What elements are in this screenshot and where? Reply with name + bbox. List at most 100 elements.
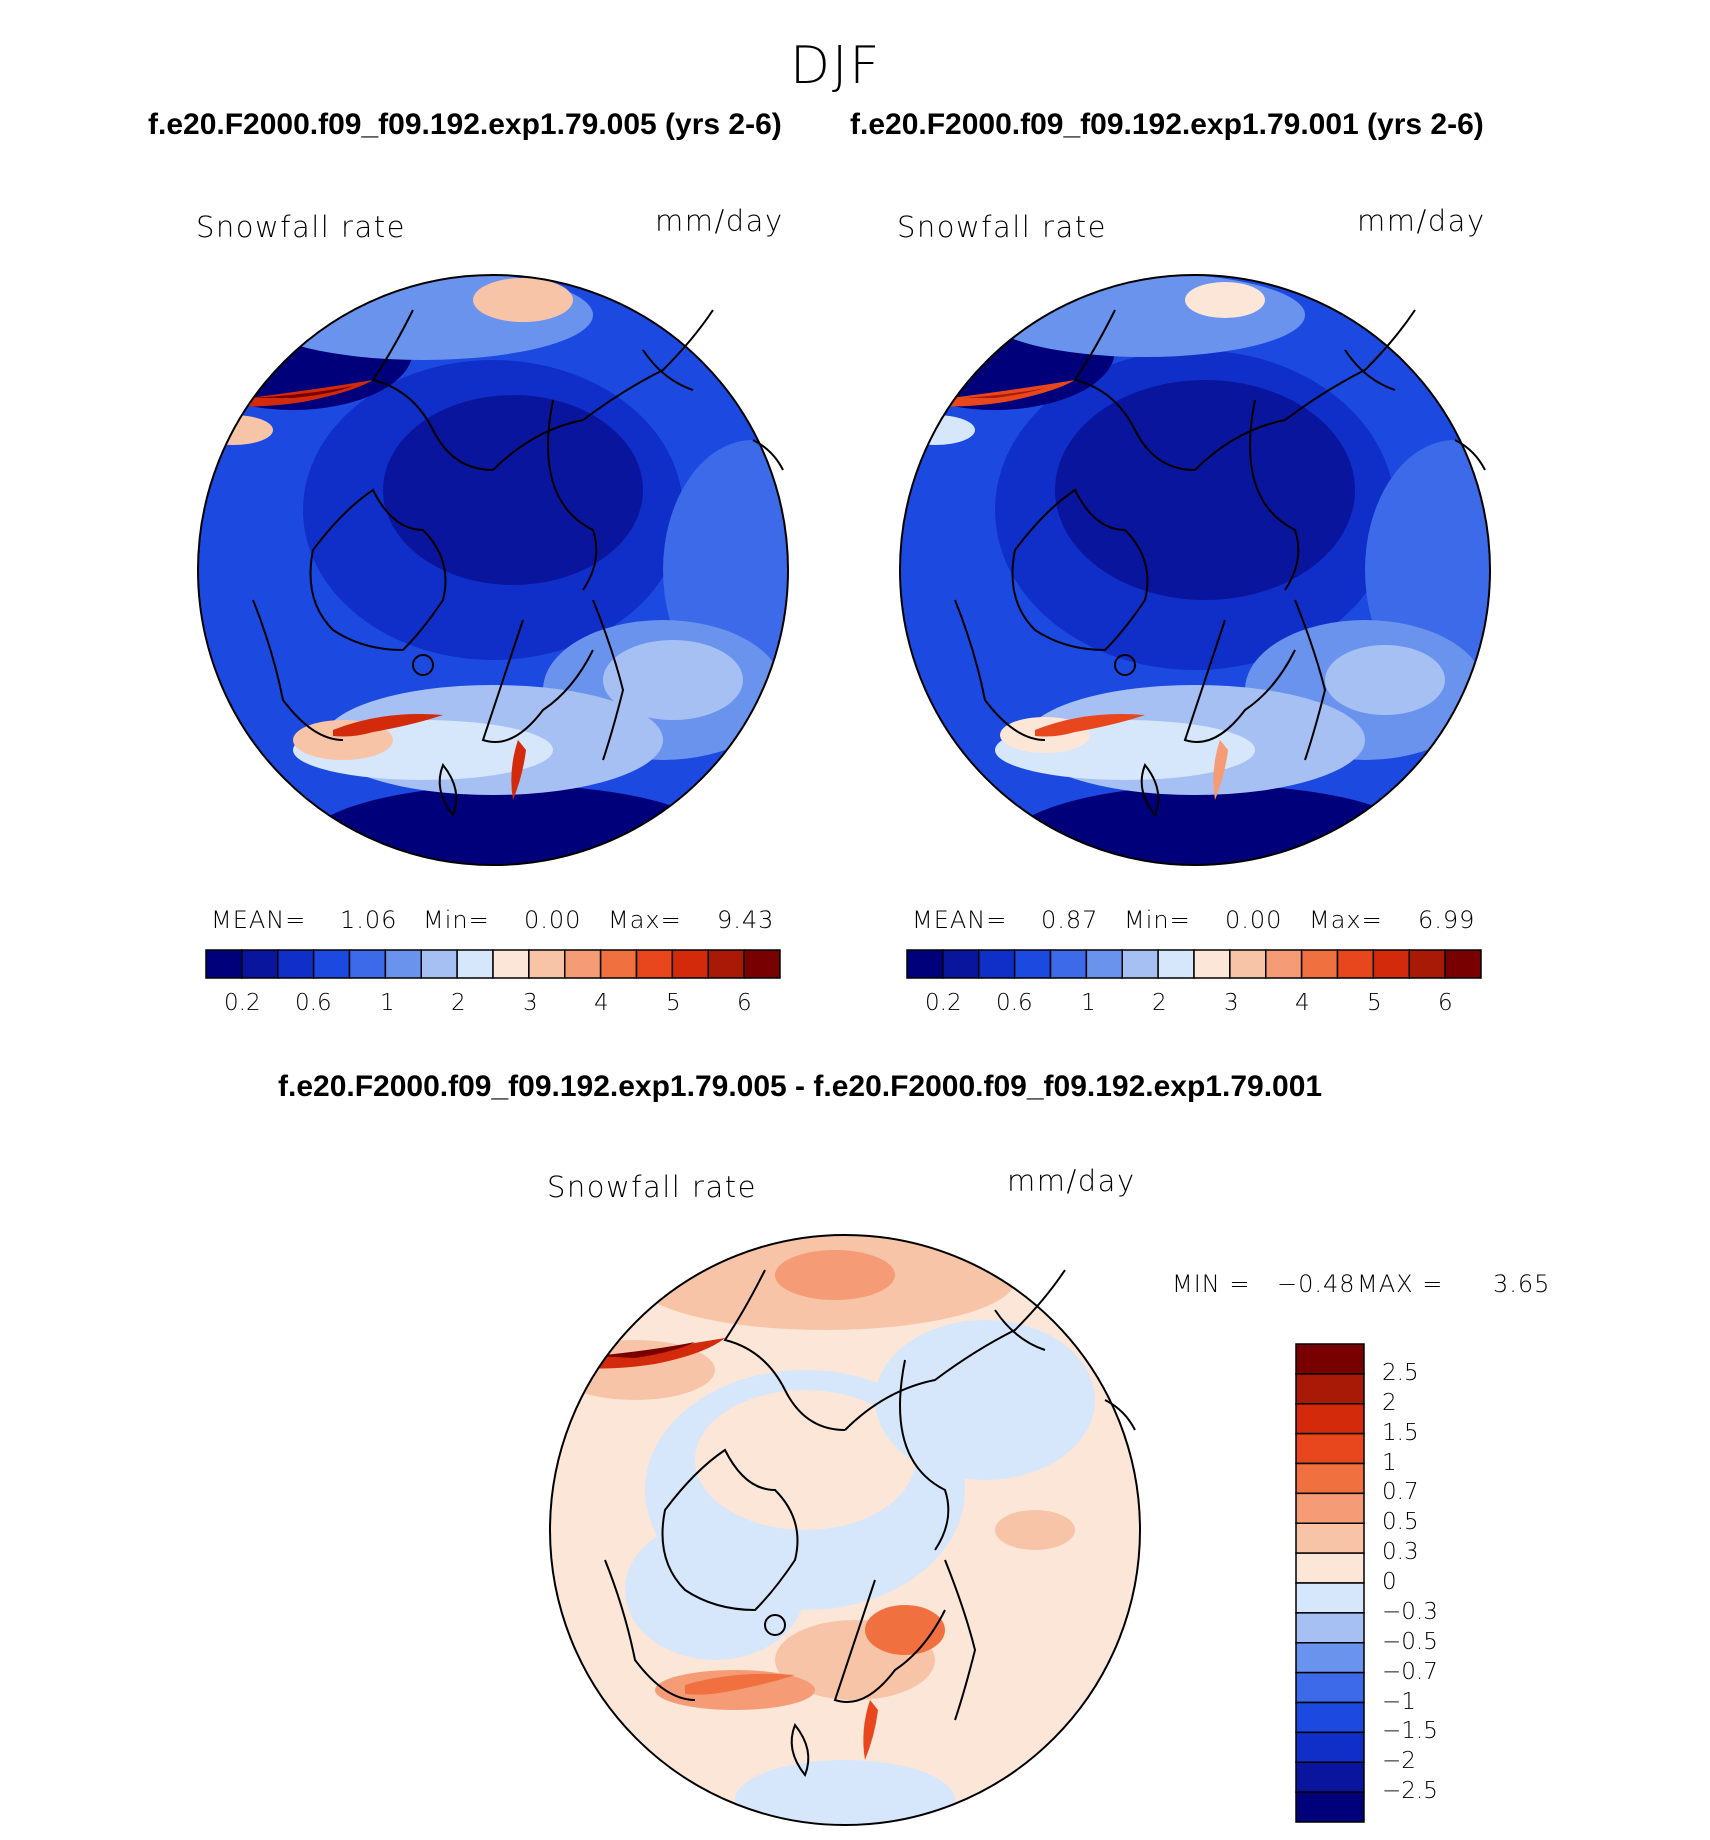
panel-1-max-value: 9.43: [717, 906, 775, 934]
colorbar-swatch: [241, 949, 279, 979]
colorbar-swatch: [348, 949, 387, 979]
colorbar-swatch: [1295, 1343, 1365, 1375]
panel-3-tick: 1: [1382, 1450, 1397, 1476]
panel-1-tick: 2: [451, 990, 466, 1016]
panel-3-field-norway-band: [863, 1700, 878, 1760]
colorbar-swatch: [1295, 1492, 1365, 1524]
case-title-2: f.e20.F2000.f09_f09.192.exp1.79.001 (yrs…: [850, 108, 1484, 141]
panel-2-mean-value: 0.87: [1041, 906, 1099, 934]
panel-1-variable-label: Snowfall rate: [196, 210, 406, 244]
panel-1-map-boundary: [197, 274, 789, 866]
panel-2-field-arctic-core: [1055, 380, 1355, 600]
colorbar-swatch: [312, 949, 351, 979]
colorbar-swatch: [1265, 949, 1303, 979]
colorbar-swatch: [1295, 1432, 1365, 1465]
colorbar-swatch: [1193, 949, 1231, 979]
panel-3-colorbar: [1295, 1343, 1365, 1823]
colorbar-swatch: [1157, 949, 1195, 979]
panel-3-field-eurasia-positive: [995, 1510, 1075, 1550]
colorbar-swatch: [528, 949, 566, 979]
panel-3-map: [549, 1234, 1141, 1826]
season-title: DJF: [790, 36, 882, 96]
panel-2-field-pacific-warm: [1185, 282, 1265, 318]
colorbar-swatch: [635, 949, 674, 979]
panel-2-field-greenland-band: [1035, 714, 1145, 737]
panel-3-tick: −0.7: [1382, 1659, 1438, 1685]
panel-2-field-atlantic-low: [1005, 785, 1425, 865]
panel-3-tick: −2.5: [1382, 1778, 1438, 1804]
panel-2-tick: 5: [1367, 990, 1382, 1016]
colorbar-swatch: [942, 949, 980, 979]
difference-title: f.e20.F2000.f09_f09.192.exp1.79.005 - f.…: [278, 1070, 1323, 1103]
panel-3-tick: 0: [1382, 1569, 1397, 1595]
panel-2-max-label: Max=: [1309, 906, 1383, 934]
panel-2-tick: 4: [1295, 990, 1310, 1016]
panel-3-map-boundary: [549, 1234, 1141, 1826]
panel-2-field-europe-light: [1325, 645, 1445, 715]
panel-2-map-boundary: [899, 274, 1491, 866]
colorbar-swatch: [1295, 1522, 1365, 1554]
panel-1-map: [197, 274, 789, 866]
panel-1-field-europe-light: [603, 640, 743, 720]
colorbar-swatch: [1085, 949, 1123, 979]
colorbar-swatch: [1295, 1791, 1365, 1823]
colorbar-swatch: [671, 949, 709, 979]
panel-1-field-greenland-band: [333, 714, 443, 737]
colorbar-swatch: [277, 949, 315, 979]
colorbar-swatch: [1336, 949, 1375, 979]
colorbar-swatch: [1295, 1671, 1365, 1704]
panel-2-coastlines: [954, 309, 1486, 817]
colorbar-swatch: [1295, 1403, 1365, 1435]
colorbar-swatch: [1444, 949, 1482, 979]
panel-2-tick: 6: [1438, 990, 1453, 1016]
panel-1-field-arctic-core: [383, 395, 643, 585]
colorbar-swatch: [1295, 1373, 1365, 1405]
panel-2-tick: 0.2: [925, 990, 962, 1016]
panel-1-min-label: Min=: [423, 906, 490, 934]
panel-1-tick: 1: [380, 990, 395, 1016]
panel-1-tick: 0.6: [295, 990, 332, 1016]
panel-1-min-value: 0.00: [524, 906, 582, 934]
panel-3-field-greenland-band: [685, 1673, 795, 1695]
panel-2-max-value: 6.99: [1418, 906, 1476, 934]
colorbar-swatch: [1295, 1552, 1365, 1584]
panel-3-field-bering-strong: [775, 1250, 895, 1300]
panel-1-tick: 4: [594, 990, 609, 1016]
panel-3-tick: 2: [1382, 1390, 1397, 1416]
panel-3-coastlines: [604, 1269, 1136, 1777]
panel-2-colorbar: [906, 949, 1482, 979]
colorbar-swatch: [1408, 949, 1446, 979]
colorbar-swatch: [1295, 1701, 1365, 1734]
panel-3-field-alaska-band-core: [595, 1342, 695, 1358]
panel-3-variable-label: Snowfall rate: [547, 1170, 757, 1204]
panel-2-variable-label: Snowfall rate: [897, 210, 1107, 244]
colorbar-swatch: [564, 949, 602, 979]
colorbar-swatch: [492, 949, 530, 979]
panel-3-max-label: MAX =: [1357, 1270, 1444, 1298]
panel-1-tick: 0.2: [224, 990, 261, 1016]
panel-2-field-alaska-band-core: [965, 388, 1045, 398]
panel-3-field-siberia-negative: [875, 1320, 1095, 1480]
colorbar-swatch: [384, 949, 422, 979]
panel-1-tick: 5: [666, 990, 681, 1016]
panel-3-field-greenland-negative: [625, 1520, 805, 1660]
panel-1-field-norway-band: [511, 740, 526, 800]
panel-1-field-atlantic-low: [303, 785, 723, 865]
colorbar-swatch: [1300, 949, 1339, 979]
panel-2-tick: 1: [1081, 990, 1096, 1016]
panel-2-tick: 3: [1224, 990, 1239, 1016]
panel-3-field-arctic-center: [695, 1390, 915, 1530]
panel-3-tick: −2: [1382, 1748, 1416, 1774]
panel-3-tick: −0.5: [1382, 1629, 1438, 1655]
panel-1-mean-label: MEAN=: [211, 906, 307, 934]
panel-3-units-label: mm/day: [1007, 1164, 1136, 1198]
colorbar-swatch: [906, 949, 944, 979]
panel-2-field-bering: [985, 275, 1305, 357]
panel-2-field-norway-band: [1213, 740, 1228, 800]
panel-1-tick: 6: [737, 990, 752, 1016]
colorbar-swatch: [1295, 1462, 1365, 1495]
panel-1-max-label: Max=: [608, 906, 682, 934]
colorbar-swatch: [1121, 949, 1159, 979]
panel-3-min-value: −0.48: [1277, 1270, 1356, 1298]
panel-1-coastlines: [252, 309, 784, 817]
